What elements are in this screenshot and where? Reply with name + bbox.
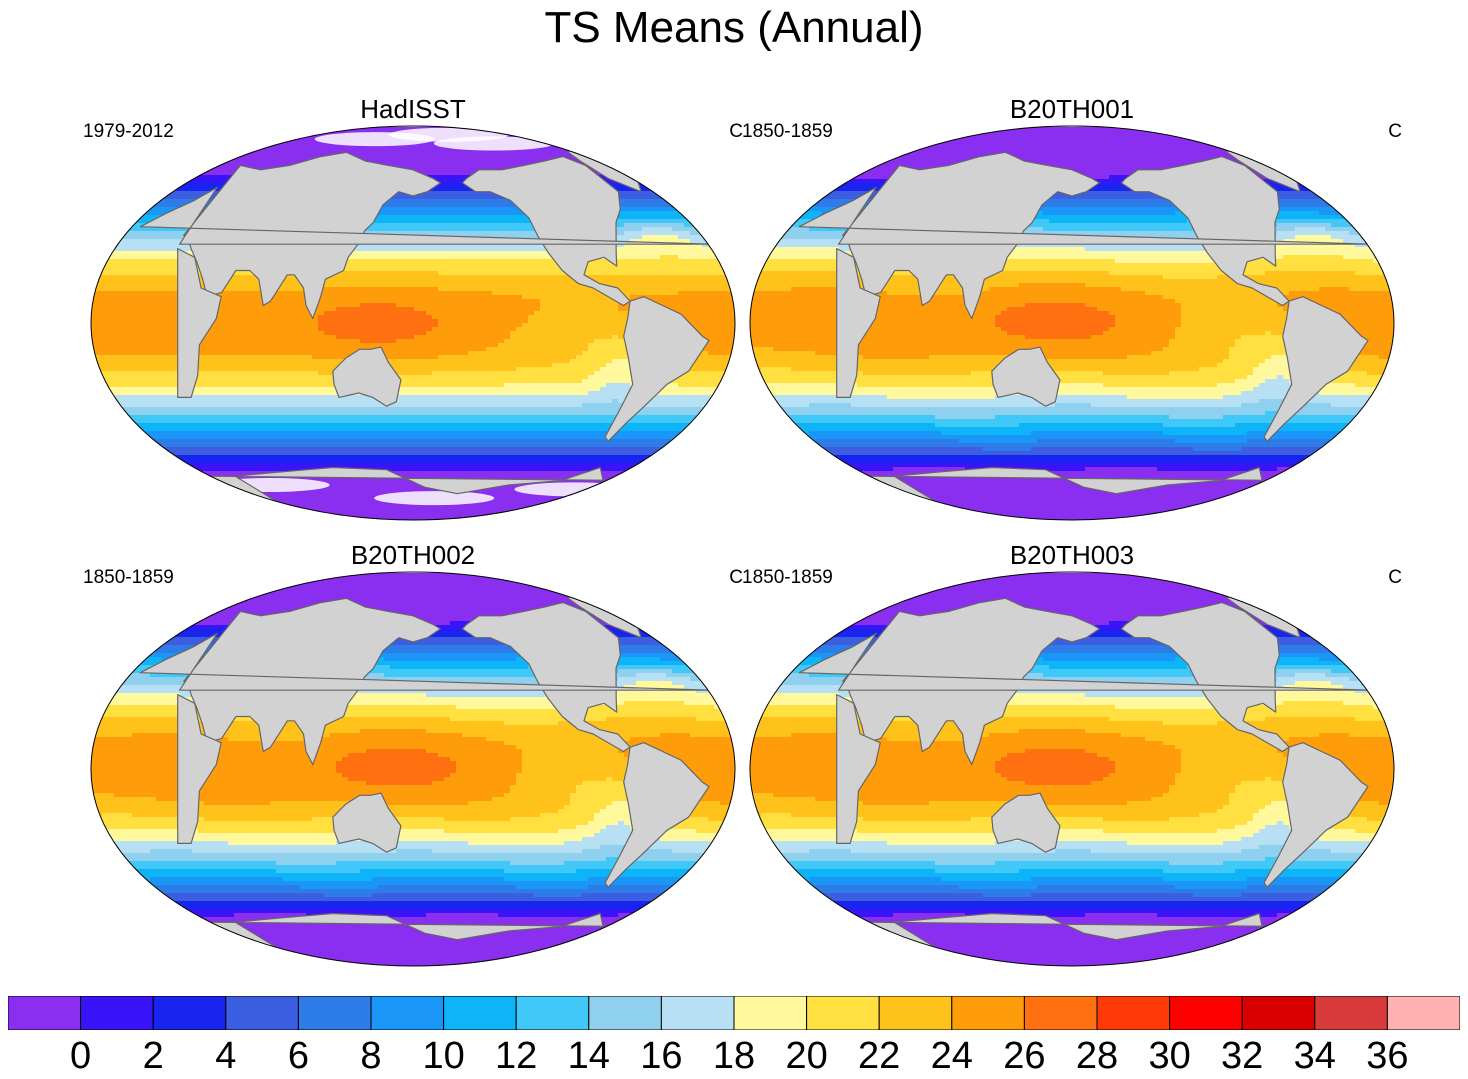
colorbar-swatch [878,996,953,1030]
world-map [90,571,736,967]
colorbar-tick-label: 2 [143,1034,164,1078]
colorbar-swatch [1023,996,1098,1030]
colorbar-swatch [1314,996,1388,1030]
colorbar-tick-label: 36 [1366,1034,1408,1078]
colorbar-swatch [297,996,372,1030]
colorbar-swatch [370,996,445,1030]
map-panel-hadisst: HadISST 1979-2012 C [83,94,743,521]
colorbar-tick-label: 28 [1076,1034,1118,1078]
map-panel-b20th002: B20TH002 1850-1859 C [83,540,743,967]
colorbar-tick-label: 14 [568,1034,610,1078]
map-panel-b20th003: B20TH003 1850-1859 C [742,540,1402,967]
colorbar-swatch [225,996,299,1030]
colorbar-swatch [152,996,227,1030]
colorbar-tick-label: 18 [713,1034,755,1078]
colorbar-swatch [1241,996,1316,1030]
colorbar-swatch [733,996,808,1030]
colorbar-swatch [588,996,662,1030]
colorbar-swatch [1386,996,1460,1030]
colorbar-tick-label: 26 [1003,1034,1045,1078]
colorbar [8,996,1460,1030]
colorbar-swatch [806,996,880,1030]
panel-title: B20TH001 [742,94,1402,124]
colorbar-swatch [1096,996,1171,1030]
panel-period-label: 1850-1859 [742,567,833,589]
world-map [749,571,1395,967]
colorbar-tick-label: 8 [360,1034,381,1078]
colorbar-tick-label: 22 [858,1034,900,1078]
colorbar-tick-label: 10 [422,1034,464,1078]
colorbar-tick-label: 16 [640,1034,682,1078]
panel-period-label: 1979-2012 [83,121,174,143]
panel-unit-label: C [729,121,743,143]
colorbar-swatch [515,996,590,1030]
world-map [90,125,736,521]
panel-unit-label: C [729,567,743,589]
colorbar-swatch [8,996,82,1030]
world-map [749,125,1395,521]
panel-period-label: 1850-1859 [742,121,833,143]
colorbar-tick-label: 6 [288,1034,309,1078]
figure-title: TS Means (Annual) [0,2,1468,54]
colorbar-swatch [443,996,517,1030]
colorbar-swatch [951,996,1025,1030]
colorbar-tick-label: 30 [1148,1034,1190,1078]
colorbar-tick-label: 34 [1294,1034,1336,1078]
colorbar-tick-label: 12 [495,1034,537,1078]
colorbar-swatch [1169,996,1243,1030]
colorbar-swatch [660,996,735,1030]
map-panel-b20th001: B20TH001 1850-1859 C [742,94,1402,521]
colorbar-swatch [80,996,154,1030]
colorbar-tick-label: 0 [70,1034,91,1078]
panel-period-label: 1850-1859 [83,567,174,589]
panel-unit-label: C [1388,567,1402,589]
panel-title: B20TH002 [83,540,743,570]
colorbar-tick-label: 20 [785,1034,827,1078]
panel-title: HadISST [83,94,743,124]
colorbar-tick-label: 4 [215,1034,236,1078]
colorbar-tick-label: 32 [1221,1034,1263,1078]
colorbar-tick-label: 24 [931,1034,973,1078]
colorbar-labels: 0 2 4 6 8 10 12 14 16 18 20 22 24 26 28 30 32 34 36 [0,1034,1468,1078]
panel-unit-label: C [1388,121,1402,143]
panel-title: B20TH003 [742,540,1402,570]
